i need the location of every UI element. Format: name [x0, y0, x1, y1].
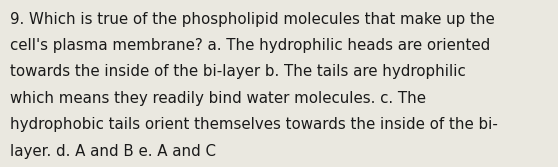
- Text: cell's plasma membrane? a. The hydrophilic heads are oriented: cell's plasma membrane? a. The hydrophil…: [10, 38, 490, 53]
- Text: layer. d. A and B e. A and C: layer. d. A and B e. A and C: [10, 144, 216, 159]
- Text: hydrophobic tails orient themselves towards the inside of the bi-: hydrophobic tails orient themselves towa…: [10, 117, 498, 132]
- Text: which means they readily bind water molecules. c. The: which means they readily bind water mole…: [10, 91, 426, 106]
- Text: 9. Which is true of the phospholipid molecules that make up the: 9. Which is true of the phospholipid mol…: [10, 12, 495, 27]
- Text: towards the inside of the bi-layer b. The tails are hydrophilic: towards the inside of the bi-layer b. Th…: [10, 64, 466, 79]
